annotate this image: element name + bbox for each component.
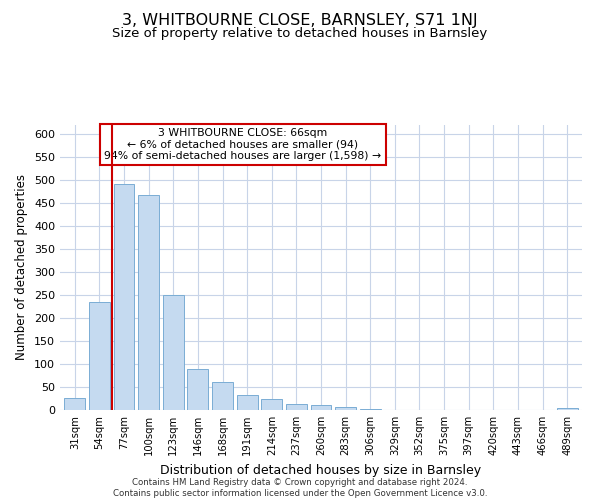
Bar <box>64 398 85 410</box>
Bar <box>311 406 331 410</box>
Bar <box>236 395 257 410</box>
Text: Size of property relative to detached houses in Barnsley: Size of property relative to detached ho… <box>112 28 488 40</box>
Bar <box>163 295 184 410</box>
Y-axis label: Number of detached properties: Number of detached properties <box>16 174 28 360</box>
Bar <box>335 407 356 410</box>
Bar <box>212 382 233 410</box>
Bar <box>138 195 159 410</box>
Text: 3 WHITBOURNE CLOSE: 66sqm
← 6% of detached houses are smaller (94)
94% of semi-d: 3 WHITBOURNE CLOSE: 66sqm ← 6% of detach… <box>104 128 381 161</box>
Bar <box>286 404 307 410</box>
X-axis label: Distribution of detached houses by size in Barnsley: Distribution of detached houses by size … <box>160 464 482 476</box>
Bar <box>360 409 381 410</box>
Bar <box>89 302 110 410</box>
Text: Contains HM Land Registry data © Crown copyright and database right 2024.
Contai: Contains HM Land Registry data © Crown c… <box>113 478 487 498</box>
Bar <box>187 368 208 410</box>
Text: 3, WHITBOURNE CLOSE, BARNSLEY, S71 1NJ: 3, WHITBOURNE CLOSE, BARNSLEY, S71 1NJ <box>122 12 478 28</box>
Bar <box>557 408 578 410</box>
Bar <box>261 399 282 410</box>
Bar <box>113 184 134 410</box>
